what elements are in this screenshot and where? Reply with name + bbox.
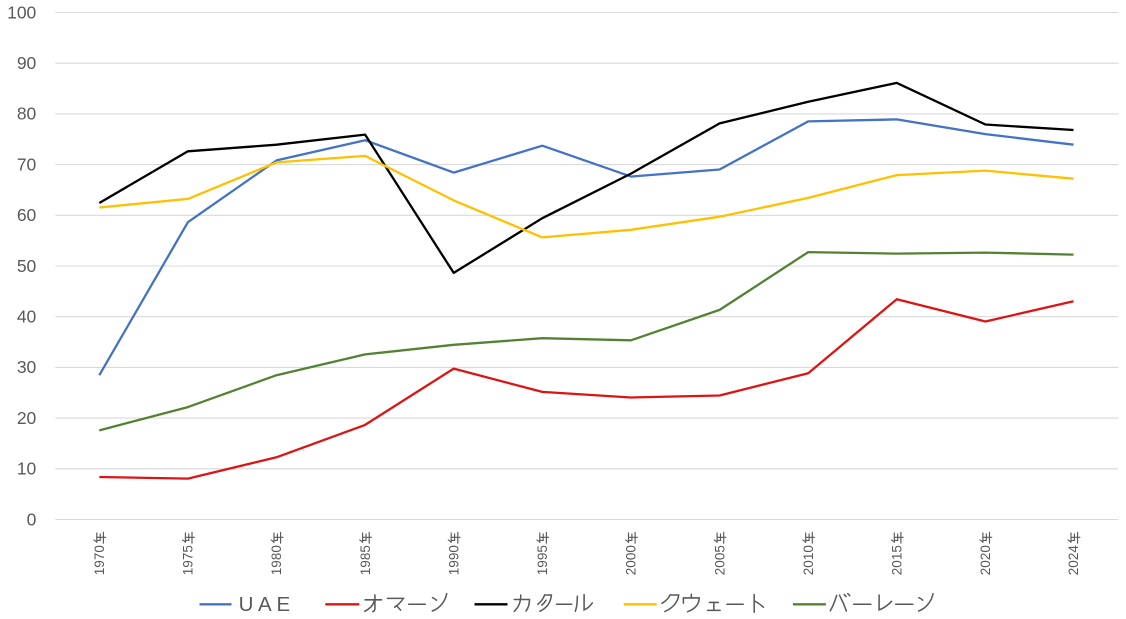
svg-text:50: 50 bbox=[17, 256, 37, 276]
svg-text:1970: 1970 bbox=[92, 545, 107, 575]
svg-text:E: E bbox=[276, 593, 290, 616]
svg-text:0: 0 bbox=[27, 509, 37, 529]
svg-text:2024: 2024 bbox=[1066, 545, 1081, 576]
svg-text:U: U bbox=[239, 593, 254, 616]
svg-text:1995: 1995 bbox=[535, 545, 550, 575]
svg-text:60: 60 bbox=[17, 205, 37, 225]
svg-text:40: 40 bbox=[17, 307, 37, 327]
svg-text:1975: 1975 bbox=[181, 545, 196, 575]
svg-text:90: 90 bbox=[17, 53, 37, 73]
svg-text:A: A bbox=[258, 593, 272, 616]
svg-text:2010: 2010 bbox=[801, 545, 816, 575]
svg-text:2005: 2005 bbox=[712, 545, 727, 575]
svg-text:1985: 1985 bbox=[358, 545, 373, 575]
svg-text:10: 10 bbox=[17, 459, 37, 479]
svg-text:80: 80 bbox=[17, 104, 37, 124]
svg-text:2020: 2020 bbox=[978, 545, 993, 575]
svg-text:30: 30 bbox=[17, 357, 37, 377]
svg-text:1990: 1990 bbox=[446, 545, 461, 575]
svg-text:100: 100 bbox=[7, 2, 36, 22]
svg-text:2000: 2000 bbox=[624, 545, 639, 575]
svg-text:1980: 1980 bbox=[269, 545, 284, 575]
svg-text:70: 70 bbox=[17, 154, 37, 174]
svg-text:20: 20 bbox=[17, 408, 37, 428]
svg-text:2015: 2015 bbox=[890, 545, 905, 575]
